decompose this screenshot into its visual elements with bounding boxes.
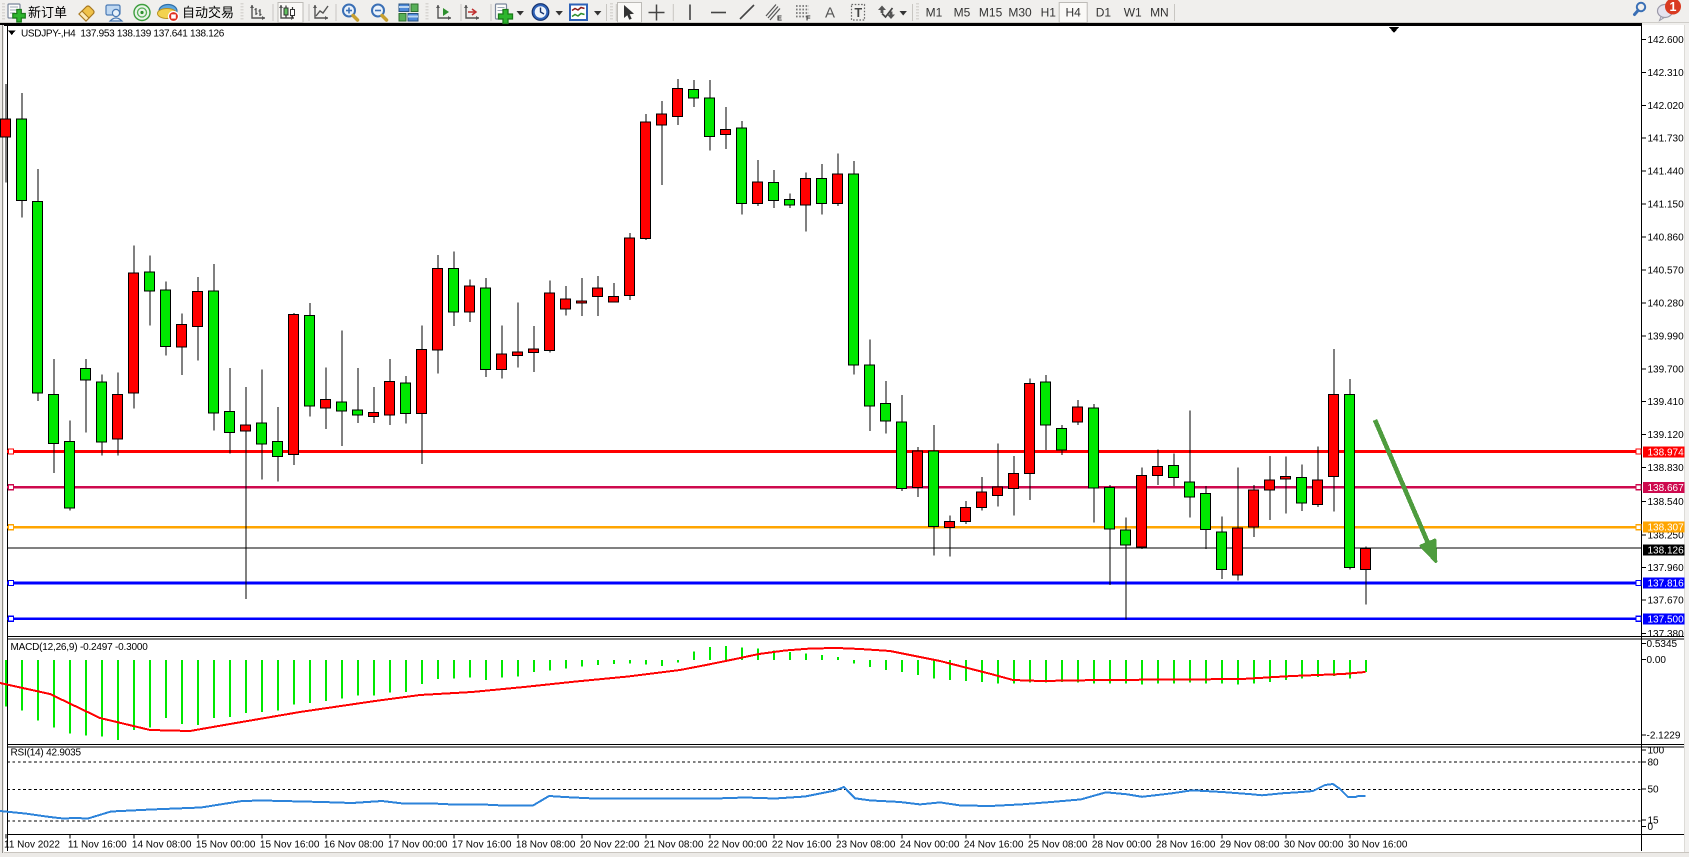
svg-text:新订单: 新订单 bbox=[28, 5, 67, 20]
svg-text:138.307: 138.307 bbox=[1648, 523, 1685, 534]
svg-text:1: 1 bbox=[1670, 0, 1677, 14]
svg-text:141.150: 141.150 bbox=[1648, 200, 1685, 211]
svg-text:0: 0 bbox=[1648, 822, 1654, 833]
svg-text:USDJPY-,H4 137.953 138.139 13: USDJPY-,H4 137.953 138.139 137.641 138.1… bbox=[21, 29, 225, 40]
svg-text:M30: M30 bbox=[1008, 6, 1032, 20]
svg-text:21 Nov 08:00: 21 Nov 08:00 bbox=[644, 840, 704, 851]
svg-text:自动交易: 自动交易 bbox=[182, 5, 234, 20]
svg-text:24 Nov 16:00: 24 Nov 16:00 bbox=[964, 840, 1024, 851]
svg-text:25 Nov 08:00: 25 Nov 08:00 bbox=[1028, 840, 1088, 851]
svg-text:M1: M1 bbox=[926, 6, 943, 20]
svg-text:18 Nov 08:00: 18 Nov 08:00 bbox=[516, 840, 576, 851]
svg-text:139.990: 139.990 bbox=[1648, 331, 1685, 342]
svg-text:15 Nov 16:00: 15 Nov 16:00 bbox=[260, 840, 320, 851]
svg-text:17 Nov 00:00: 17 Nov 00:00 bbox=[388, 840, 448, 851]
svg-text:RSI(14) 42.9035: RSI(14) 42.9035 bbox=[11, 748, 82, 759]
svg-text:MACD(12,26,9) -0.2497 -0.3000: MACD(12,26,9) -0.2497 -0.3000 bbox=[11, 642, 149, 653]
svg-text:0.5345: 0.5345 bbox=[1647, 639, 1678, 650]
svg-text:F: F bbox=[806, 14, 811, 23]
svg-text:137.816: 137.816 bbox=[1648, 579, 1685, 590]
svg-text:100: 100 bbox=[1648, 746, 1665, 757]
svg-text:11 Nov 2022: 11 Nov 2022 bbox=[4, 840, 60, 851]
svg-text:22 Nov 16:00: 22 Nov 16:00 bbox=[772, 840, 832, 851]
svg-text:138.540: 138.540 bbox=[1648, 497, 1685, 508]
svg-text:142.600: 142.600 bbox=[1648, 35, 1685, 46]
svg-text:15: 15 bbox=[1648, 815, 1660, 826]
svg-text:142.020: 142.020 bbox=[1648, 101, 1685, 112]
svg-text:137.500: 137.500 bbox=[1648, 614, 1685, 625]
svg-text:H1: H1 bbox=[1041, 6, 1057, 20]
svg-text:140.860: 140.860 bbox=[1648, 233, 1685, 244]
svg-text:M15: M15 bbox=[979, 6, 1003, 20]
svg-text:D1: D1 bbox=[1096, 6, 1112, 20]
svg-text:0.00: 0.00 bbox=[1647, 655, 1667, 666]
svg-text:139.700: 139.700 bbox=[1648, 364, 1685, 375]
svg-text:80: 80 bbox=[1648, 758, 1660, 769]
svg-text:16 Nov 08:00: 16 Nov 08:00 bbox=[324, 840, 384, 851]
svg-text:17 Nov 16:00: 17 Nov 16:00 bbox=[452, 840, 512, 851]
svg-text:H4: H4 bbox=[1066, 6, 1082, 20]
svg-text:A: A bbox=[825, 5, 835, 22]
svg-text:138.250: 138.250 bbox=[1648, 531, 1685, 542]
svg-text:23 Nov 08:00: 23 Nov 08:00 bbox=[836, 840, 896, 851]
svg-text:141.730: 141.730 bbox=[1648, 134, 1685, 145]
svg-text:22 Nov 00:00: 22 Nov 00:00 bbox=[708, 840, 768, 851]
svg-text:28 Nov 16:00: 28 Nov 16:00 bbox=[1156, 840, 1216, 851]
svg-text:138.126: 138.126 bbox=[1648, 545, 1685, 556]
svg-text:MN: MN bbox=[1150, 6, 1169, 20]
svg-text:139.410: 139.410 bbox=[1648, 397, 1685, 408]
svg-text:M5: M5 bbox=[954, 6, 971, 20]
svg-text:142.310: 142.310 bbox=[1648, 68, 1685, 79]
svg-text:140.570: 140.570 bbox=[1648, 266, 1685, 277]
svg-text:137.380: 137.380 bbox=[1648, 629, 1685, 640]
svg-text:137.960: 137.960 bbox=[1648, 563, 1685, 574]
svg-text:29 Nov 08:00: 29 Nov 08:00 bbox=[1220, 840, 1280, 851]
svg-text:24 Nov 00:00: 24 Nov 00:00 bbox=[900, 840, 960, 851]
svg-text:30 Nov 00:00: 30 Nov 00:00 bbox=[1284, 840, 1344, 851]
svg-text:W1: W1 bbox=[1124, 6, 1142, 20]
svg-text:141.440: 141.440 bbox=[1648, 167, 1685, 178]
svg-text:50: 50 bbox=[1648, 785, 1660, 796]
svg-text:14 Nov 08:00: 14 Nov 08:00 bbox=[132, 840, 192, 851]
svg-text:E: E bbox=[777, 14, 782, 23]
svg-text:11 Nov 16:00: 11 Nov 16:00 bbox=[68, 840, 127, 851]
svg-text:138.667: 138.667 bbox=[1648, 483, 1685, 494]
svg-text:138.974: 138.974 bbox=[1648, 448, 1685, 459]
svg-text:T: T bbox=[855, 6, 863, 20]
svg-text:30 Nov 16:00: 30 Nov 16:00 bbox=[1348, 840, 1408, 851]
svg-text:28 Nov 00:00: 28 Nov 00:00 bbox=[1092, 840, 1152, 851]
svg-text:20 Nov 22:00: 20 Nov 22:00 bbox=[580, 840, 640, 851]
svg-text:139.120: 139.120 bbox=[1648, 430, 1685, 441]
svg-text:138.830: 138.830 bbox=[1648, 463, 1685, 474]
svg-text:140.280: 140.280 bbox=[1648, 298, 1685, 309]
svg-text:15 Nov 00:00: 15 Nov 00:00 bbox=[196, 840, 256, 851]
svg-text:137.670: 137.670 bbox=[1648, 595, 1685, 606]
svg-text:-2.1229: -2.1229 bbox=[1647, 731, 1681, 742]
